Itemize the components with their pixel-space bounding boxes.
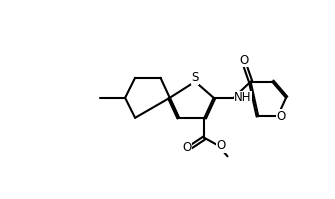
Text: O: O <box>277 110 286 123</box>
Text: O: O <box>182 140 191 154</box>
Text: O: O <box>240 54 249 67</box>
Text: O: O <box>217 139 226 152</box>
Text: S: S <box>192 71 199 84</box>
Text: NH: NH <box>234 91 252 104</box>
